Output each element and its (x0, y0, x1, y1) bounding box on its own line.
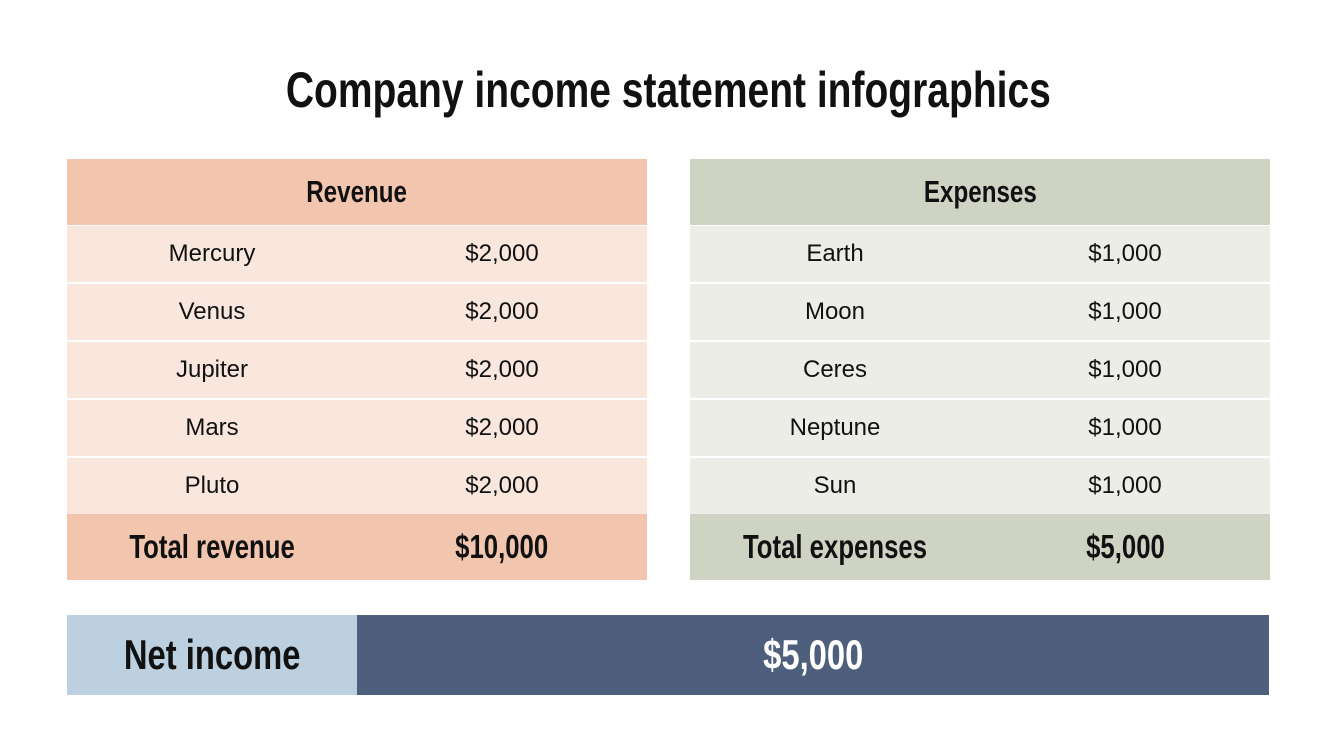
expenses-table: Expenses Earth $1,000 Moon $1,000 Ceres $1,… (690, 159, 1270, 580)
total-value: $5,000 (1085, 528, 1165, 565)
expenses-total-row: Total expenses $5,000 (690, 514, 1270, 580)
net-income-bar: Net income $5,000 (67, 615, 1269, 695)
row-amount: $2,000 (465, 414, 539, 441)
row-name: Earth (806, 240, 864, 267)
net-income-label: Net income (67, 615, 357, 695)
row-name: Mars (185, 414, 239, 441)
row-name: Venus (178, 298, 246, 325)
revenue-table: Revenue Mercury $2,000 Venus $2,000 Jupite… (67, 159, 647, 580)
row-amount: $2,000 (465, 240, 539, 267)
row-name: Mercury (168, 240, 256, 267)
row-amount: $2,000 (465, 472, 539, 499)
revenue-header: Revenue (67, 159, 647, 225)
row-name: Moon (804, 298, 866, 325)
row-name: Ceres (802, 356, 868, 383)
row-amount: $1,000 (1088, 472, 1162, 499)
table-row: Moon $1,000 (690, 284, 1270, 340)
row-amount: $1,000 (1088, 414, 1162, 441)
table-row: Pluto $2,000 (67, 458, 647, 514)
row-amount: $1,000 (1088, 356, 1162, 383)
row-amount: $1,000 (1088, 298, 1162, 325)
row-name: Pluto (184, 472, 240, 499)
total-label: Total revenue (129, 528, 295, 565)
table-row: Jupiter $2,000 (67, 342, 647, 398)
table-row: Venus $2,000 (67, 284, 647, 340)
table-row: Neptune $1,000 (690, 400, 1270, 456)
table-row: Earth $1,000 (690, 226, 1270, 282)
page-title: Company income statement infographics (285, 62, 1051, 118)
row-name: Neptune (789, 414, 881, 441)
total-value: $10,000 (455, 528, 549, 565)
table-row: Mars $2,000 (67, 400, 647, 456)
row-amount: $2,000 (465, 356, 539, 383)
row-name: Jupiter (175, 356, 249, 383)
net-income-value: $5,000 (357, 615, 1269, 695)
row-name: Sun (813, 472, 857, 499)
row-amount: $2,000 (465, 298, 539, 325)
total-label: Total expenses (742, 528, 928, 565)
table-row: Ceres $1,000 (690, 342, 1270, 398)
revenue-total-row: Total revenue $10,000 (67, 514, 647, 580)
row-amount: $1,000 (1088, 240, 1162, 267)
table-row: Mercury $2,000 (67, 226, 647, 282)
table-row: Sun $1,000 (690, 458, 1270, 514)
expenses-header: Expenses (690, 159, 1270, 225)
